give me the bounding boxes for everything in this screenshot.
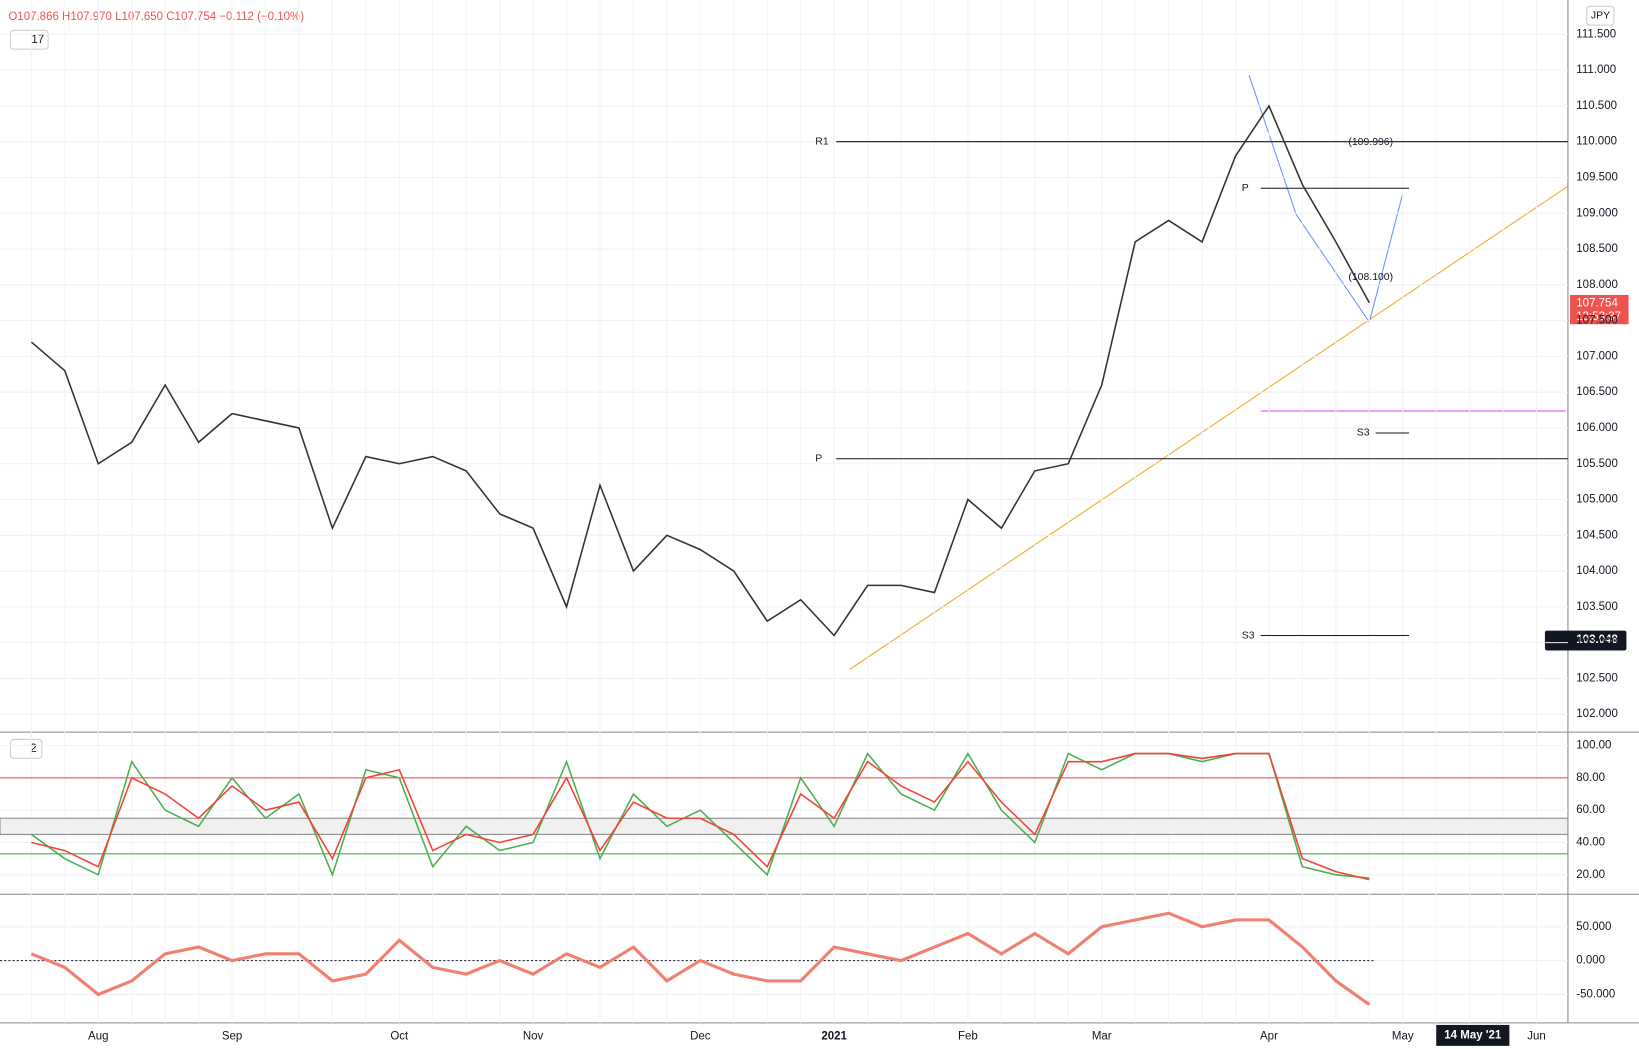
ohlc: O107.866 H107.970 L107.650 C107.754 −0.1… [8,11,304,23]
x-tick-label: Dec [690,1030,711,1042]
y-tick-label: 111.500 [1576,28,1616,40]
y-tick-label: 103.500 [1576,601,1618,613]
y-tick-label: 108.000 [1576,279,1618,291]
y-tick-label: 109.500 [1576,172,1618,184]
level-label: P [815,453,822,464]
y-tick-label: 106.000 [1576,422,1618,434]
x-tick-label: Sep [222,1030,242,1042]
interval-button[interactable] [9,29,49,50]
x-tick-label: Apr [1260,1030,1278,1042]
y-tick-label: 80.00 [1576,772,1605,784]
x-tick-label: May [1392,1030,1414,1042]
y-tick-label: 104.000 [1576,565,1618,577]
cursor-date: 14 May '21 [1444,1029,1502,1041]
projection [1248,75,1404,324]
cursor-price: 103.048 [1576,634,1618,646]
series-line [31,752,1370,881]
y-tick-label: 105.000 [1576,494,1618,506]
y-tick-label: 109.000 [1576,207,1618,219]
y-tick-label: 107.500 [1576,315,1618,327]
y-tick-label: 103.000 [1576,637,1618,649]
pane-button[interactable] [9,738,43,759]
level-label: P [1242,183,1249,194]
fib-label: (109.996) [1348,137,1393,148]
series-line [30,911,1371,1006]
y-tick-label: 40.00 [1576,837,1605,849]
x-tick-label: Nov [523,1030,544,1042]
interval: 17 [31,34,44,46]
level-label: R1 [815,136,829,147]
cursor-price-box [1544,630,1627,651]
y-tick-label: -50.000 [1576,988,1615,1000]
last-price: 107.754 [1576,297,1618,309]
series-line [30,104,1371,637]
level-label: S3 [1357,428,1370,439]
y-tick-label: 102.000 [1576,708,1618,720]
countdown: 13:53:37 [1576,311,1621,323]
currency-box[interactable] [1586,5,1615,26]
x-tick-label: Feb [958,1030,978,1042]
y-tick-label: 104.500 [1576,529,1618,541]
x-tick-label: Aug [88,1030,108,1042]
last-price-box [1570,294,1629,325]
x-tick-label: 2021 [821,1030,847,1042]
pane-label: 2 [30,743,36,755]
x-tick-label: Mar [1092,1030,1112,1042]
fib-label: (108.100) [1348,272,1393,283]
y-tick-label: 111.000 [1576,64,1616,76]
y-tick-label: 110.500 [1576,100,1617,112]
cursor-date-box [1436,1024,1510,1046]
y-tick-label: 107.000 [1576,350,1618,362]
x-tick-label: Oct [390,1030,409,1042]
y-tick-label: 102.500 [1576,672,1618,684]
y-tick-label: 50.000 [1576,921,1611,933]
y-tick-label: 60.00 [1576,804,1605,816]
y-tick-label: 0.000 [1576,955,1605,967]
y-tick-label: 20.00 [1576,869,1605,881]
y-tick-label: 106.500 [1576,386,1618,398]
y-tick-label: 105.500 [1576,458,1618,470]
level-label: S3 [1242,630,1255,641]
currency: JPY [1591,10,1610,21]
y-tick-label: 100.00 [1576,740,1611,752]
x-tick-label: Jun [1527,1030,1546,1042]
y-tick-label: 110.000 [1576,136,1617,148]
y-tick-label: 108.500 [1576,243,1618,255]
